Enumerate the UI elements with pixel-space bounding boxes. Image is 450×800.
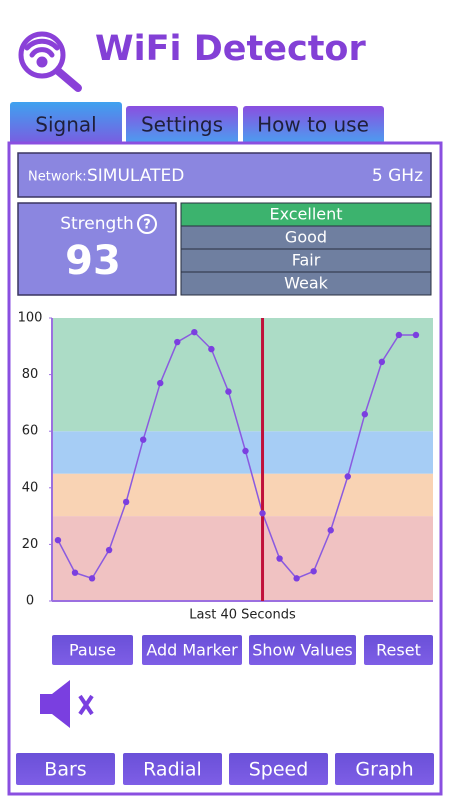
y-tick-label: 60: [22, 424, 39, 439]
tab[interactable]: [10, 102, 122, 144]
y-tick-label: 80: [22, 367, 39, 382]
signal-point: [225, 388, 232, 395]
nav-button[interactable]: [123, 753, 222, 785]
signal-point: [208, 345, 215, 353]
network-bar: [17, 152, 432, 198]
control-button[interactable]: [52, 635, 133, 665]
network-name: SIMULATED: [87, 166, 184, 186]
zone: [52, 473, 433, 517]
signal-line: [57, 331, 416, 580]
signal-point: [310, 568, 317, 575]
nav-button[interactable]: [335, 753, 434, 785]
control-label[interactable]: Reset: [376, 641, 421, 660]
app-title: WiFi Detector: [95, 29, 366, 69]
y-tick-label: 20: [22, 537, 39, 552]
signal-point: [344, 473, 351, 480]
signal-point: [259, 510, 266, 517]
level-label: Excellent: [269, 205, 342, 224]
signal-point: [378, 358, 386, 366]
nav-label[interactable]: Bars: [44, 759, 86, 781]
strength-value: 93: [65, 238, 121, 284]
tab[interactable]: [243, 106, 384, 144]
network-label: Network:: [28, 170, 87, 185]
signal-point: [293, 575, 300, 582]
signal-point: [327, 527, 334, 534]
level-label: Good: [285, 228, 327, 247]
nav-label[interactable]: Graph: [355, 759, 413, 781]
x-axis-label: Last 40 Seconds: [189, 608, 296, 623]
signal-point: [174, 338, 181, 346]
network-band: 5 GHz: [372, 166, 423, 186]
control-label[interactable]: Add Marker: [146, 641, 238, 660]
signal-point: [191, 328, 198, 336]
y-tick-label: 100: [18, 311, 43, 326]
help-icon[interactable]: ?: [137, 214, 157, 234]
strength-label: Strength: [60, 214, 134, 234]
signal-point: [140, 436, 147, 443]
signal-point: [412, 331, 420, 339]
signal-point: [71, 569, 79, 576]
signal-point: [157, 379, 164, 387]
level-row: [180, 271, 432, 296]
control-label[interactable]: Pause: [69, 641, 116, 660]
level-label: Fair: [292, 251, 321, 270]
signal-point: [242, 447, 249, 455]
nav-button[interactable]: [229, 753, 328, 785]
control-button[interactable]: [249, 635, 356, 665]
signal-point: [88, 575, 96, 582]
signal-point: [276, 555, 283, 562]
zone: [52, 431, 433, 474]
tab[interactable]: [126, 106, 238, 144]
y-tick-label: 0: [26, 594, 34, 609]
signal-point: [105, 546, 113, 554]
signal-point: [361, 411, 369, 418]
signal-point: [395, 331, 403, 339]
nav-label[interactable]: Radial: [143, 759, 202, 781]
zone: [52, 516, 433, 601]
tab-label[interactable]: Signal: [35, 113, 96, 137]
app-icon: [18, 31, 82, 92]
control-button[interactable]: [142, 635, 242, 665]
sound-toggle[interactable]: [40, 680, 94, 728]
level-label: Weak: [284, 274, 329, 293]
nav-label[interactable]: Speed: [249, 759, 309, 781]
tab-label[interactable]: Settings: [141, 113, 223, 137]
signal-point: [54, 536, 62, 544]
signal-point: [122, 498, 130, 506]
zone: [52, 318, 433, 432]
strength-box: [17, 202, 177, 296]
nav-button[interactable]: [16, 753, 115, 785]
tab-label[interactable]: How to use: [257, 113, 369, 137]
control-label[interactable]: Show Values: [252, 641, 353, 660]
y-tick-label: 40: [22, 480, 39, 495]
control-button[interactable]: [364, 635, 433, 665]
svg-text:?: ?: [143, 218, 151, 233]
